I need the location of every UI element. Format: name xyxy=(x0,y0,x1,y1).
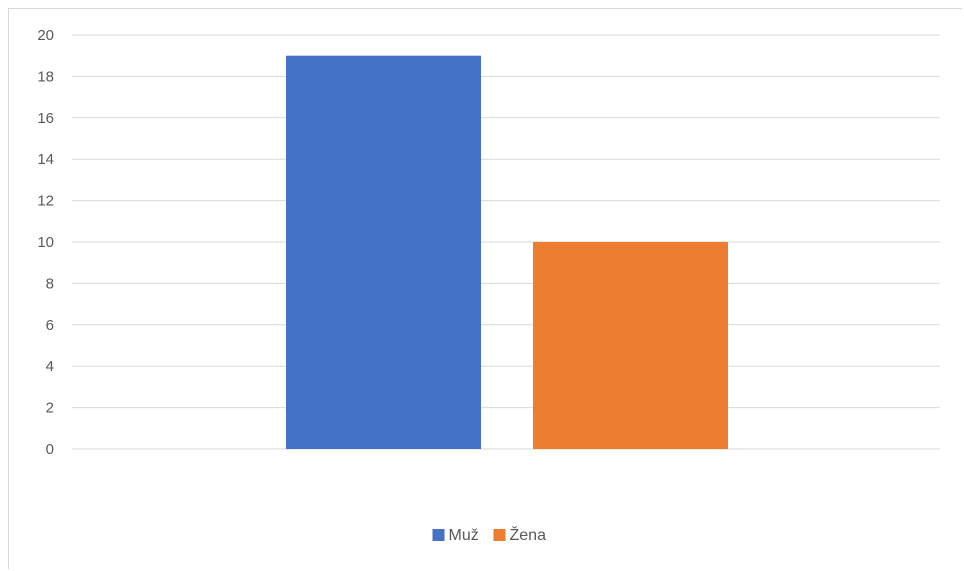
y-tick-label: 20 xyxy=(37,27,54,44)
chart-frame xyxy=(8,8,962,569)
bar-2 xyxy=(533,242,728,449)
bars xyxy=(286,55,728,449)
legend-swatch-2 xyxy=(493,529,506,541)
y-tick-label: 12 xyxy=(37,193,54,210)
legend-label-2: Žena xyxy=(510,525,547,544)
legend-label-1: Muž xyxy=(449,527,479,544)
gridlines xyxy=(72,34,940,450)
y-tick-label: 0 xyxy=(46,441,54,458)
y-tick-label: 6 xyxy=(46,317,54,334)
legend-swatch-1 xyxy=(432,529,445,541)
y-tick-label: 16 xyxy=(37,110,54,127)
y-tick-label: 14 xyxy=(37,151,54,168)
y-tick-label: 10 xyxy=(37,234,54,251)
y-tick-label: 18 xyxy=(37,68,54,85)
y-tick-label: 2 xyxy=(46,400,54,417)
legend: Muž Žena xyxy=(432,525,547,544)
y-axis-tick-labels: 0 2 4 6 8 10 12 14 16 18 20 xyxy=(37,27,54,458)
y-tick-label: 4 xyxy=(46,358,54,375)
bar-1 xyxy=(286,55,481,449)
y-tick-label: 8 xyxy=(46,275,54,292)
